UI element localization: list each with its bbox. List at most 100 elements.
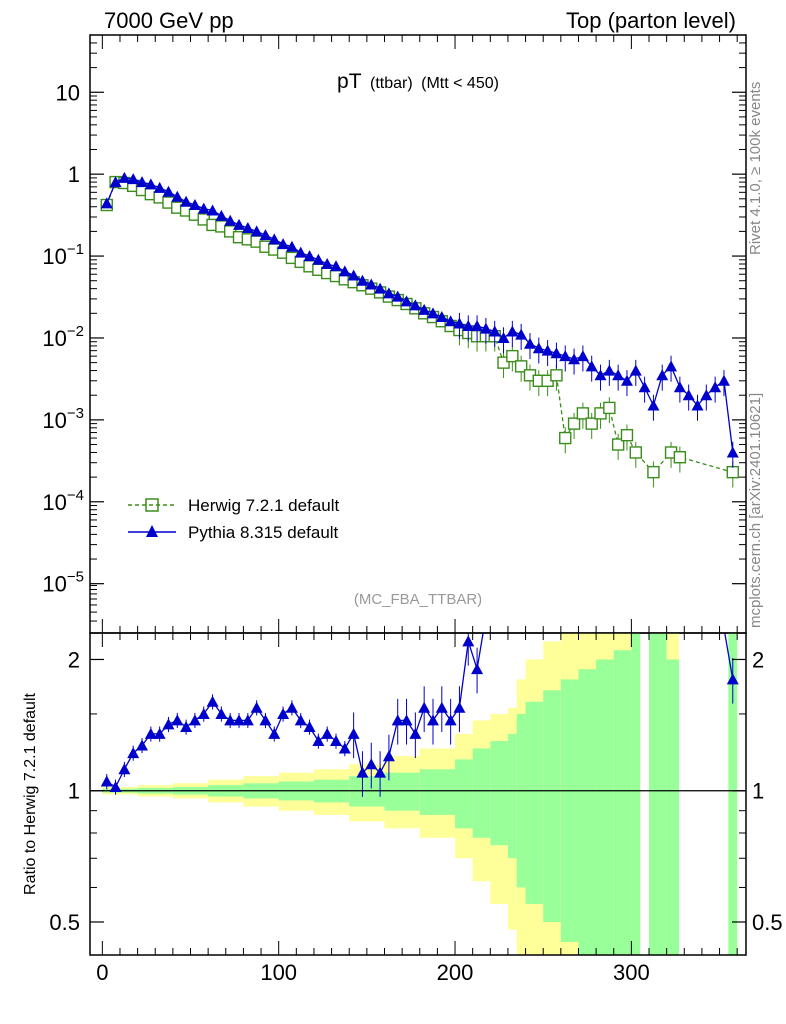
ratio-pythia-point: [171, 714, 184, 726]
ratio-pythia-line-tail: [724, 632, 734, 680]
ratio-pythia-point: [250, 701, 263, 713]
ratio-ytick-label-right: 2: [752, 647, 764, 672]
herwig-point: [576, 407, 590, 420]
herwig-point: [514, 360, 528, 373]
pythia-point: [568, 353, 581, 365]
pythia-point: [532, 342, 545, 354]
ratio-pythia-line-offscale: [476, 632, 484, 670]
pythia-point: [171, 190, 184, 202]
analysis-watermark: (MC_FBA_TTBAR): [354, 591, 482, 608]
pythia-point: [594, 369, 607, 381]
pythia-point: [444, 315, 457, 327]
pythia-point: [497, 331, 510, 343]
main-title: pT (ttbar) (Mtt < 450): [337, 70, 499, 93]
pythia-point: [100, 197, 113, 209]
legend-herwig-marker: [145, 498, 159, 512]
ratio-pythia-point: [277, 707, 290, 719]
pythia-point: [576, 350, 589, 362]
pythia-point: [303, 250, 316, 262]
pythia-point: [541, 344, 554, 356]
pythia-point: [215, 209, 228, 221]
herwig-point: [620, 428, 634, 442]
pythia-point: [206, 204, 219, 216]
pythia-point: [700, 389, 713, 401]
header-left: 7000 GeV pp: [104, 8, 234, 33]
pythia-point: [612, 369, 625, 381]
pythia-point: [374, 282, 387, 294]
legend-herwig-label: Herwig 7.2.1 default: [188, 496, 339, 515]
ratio-pythia-point: [100, 775, 113, 787]
herwig-point: [629, 446, 642, 459]
herwig-point: [559, 431, 572, 445]
pythia-point: [233, 218, 246, 230]
ratio-pythia-point: [435, 701, 448, 713]
ratio-pythia-point: [444, 714, 457, 726]
pythia-point: [726, 446, 739, 458]
ratio-pythia-point: [374, 766, 387, 778]
ratio-pythia-point: [426, 714, 439, 726]
pythia-point: [285, 240, 298, 252]
pythia-point: [638, 381, 651, 393]
pythia-point: [136, 176, 149, 188]
ratio-pythia-point: [347, 727, 360, 739]
ratio-pythia-point: [321, 727, 334, 739]
ratio-pythia-point: [144, 727, 157, 739]
pythia-point: [620, 374, 633, 386]
pythia-point: [418, 303, 431, 315]
pythia-point: [709, 381, 722, 393]
ratio-pythia-point: [382, 750, 395, 762]
ratio-pythia-point: [356, 766, 369, 778]
pythia-point: [382, 287, 395, 299]
ratio-band-inner: [349, 776, 385, 807]
pythia-point: [656, 369, 669, 381]
header-right: Top (parton level): [566, 8, 736, 33]
ratio-pythia-point: [409, 727, 422, 739]
pythia-point: [118, 171, 131, 183]
ratio-band-inner: [516, 713, 526, 888]
xtick-label: 200: [437, 960, 474, 985]
ratio-pythia-point: [162, 718, 175, 730]
herwig-point: [647, 465, 660, 479]
legend-pythia: Pythia 8.315 default: [128, 523, 339, 542]
pythia-point: [391, 290, 404, 302]
ratio-pythia-point: [233, 714, 246, 726]
herwig-point: [567, 417, 581, 430]
ratio-band-inner: [507, 733, 517, 859]
pythia-point: [338, 265, 351, 277]
pythia-point: [665, 360, 678, 372]
pythia-point: [188, 199, 201, 211]
pythia-point: [717, 374, 730, 386]
title-sub2: (Mtt < 450): [421, 75, 499, 92]
pythia-point: [224, 214, 237, 226]
mcplots-label: mcplots.cern.ch [arXiv:2401.10621]: [747, 393, 764, 628]
ratio-pythia-point: [726, 673, 739, 685]
title-main: pT: [337, 70, 362, 93]
ratio-pythia-point: [241, 714, 254, 726]
ratio-pythia-point: [462, 635, 475, 647]
ratio-ytick-label-right: 0.5: [752, 910, 783, 935]
main-panel: 10−5 10−4 10−3 10−2 10−1 1 10 pT (ttbar) (Mtt …: [42, 34, 747, 634]
herwig-point: [497, 356, 510, 369]
xtick-label: 300: [613, 960, 650, 985]
xtick-label: 100: [260, 960, 297, 985]
legend: Herwig 7.2.1 default Pythia 8.315 defaul…: [128, 496, 339, 542]
ratio-pythia-point: [330, 735, 342, 747]
ratio-pythia-point: [188, 714, 201, 726]
pythia-point: [629, 364, 642, 376]
ratio-band-inner: [384, 772, 420, 811]
main-ytick-label: 10−2: [42, 323, 84, 351]
ratio-band-inner: [578, 669, 597, 955]
pythia-point: [453, 317, 466, 329]
pythia-point: [691, 399, 704, 411]
pythia-point: [268, 233, 281, 245]
pythia-point: [559, 350, 572, 362]
ratio-pythia-point: [215, 707, 228, 719]
pythia-point: [435, 311, 448, 323]
ratio-ytick-label: 0.5: [49, 910, 80, 935]
pythia-point: [312, 253, 325, 265]
pythia-point: [347, 269, 360, 281]
ratio-band-inner: [613, 650, 632, 955]
pythia-point: [153, 181, 166, 193]
main-ytick-label: 10−3: [42, 405, 84, 433]
